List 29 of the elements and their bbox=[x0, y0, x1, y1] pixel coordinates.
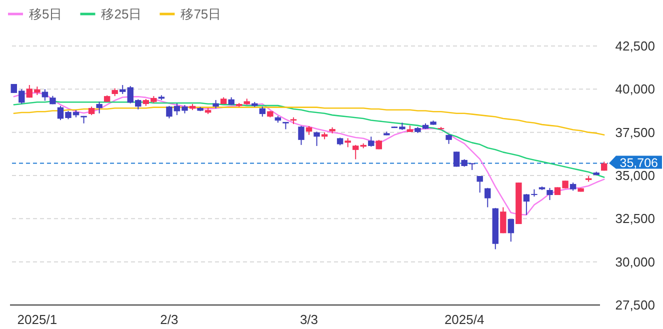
candlestick bbox=[376, 139, 382, 150]
legend-label: 移5日 bbox=[29, 6, 62, 22]
candlestick bbox=[484, 187, 491, 208]
candlestick bbox=[352, 144, 359, 160]
candlestick bbox=[500, 206, 506, 234]
candlestick bbox=[298, 125, 304, 146]
candlestick bbox=[446, 134, 452, 144]
legend-label: 移75日 bbox=[180, 6, 222, 22]
x-tick-label: 3/3 bbox=[300, 312, 318, 327]
candlestick bbox=[508, 218, 514, 242]
candlestick bbox=[546, 187, 553, 201]
y-tick-label: 42,500 bbox=[615, 38, 655, 54]
ref-line-label: 35,706 bbox=[620, 156, 658, 170]
y-tick-label: 40,000 bbox=[615, 82, 655, 97]
candlestick bbox=[314, 131, 320, 146]
y-tick-label: 27,500 bbox=[615, 298, 655, 312]
candlestick bbox=[42, 88, 48, 102]
y-tick-label: 30,000 bbox=[615, 254, 655, 270]
legend-label: 移25日 bbox=[101, 6, 142, 22]
candlestick bbox=[368, 136, 374, 148]
candlestick bbox=[96, 101, 102, 114]
y-tick-label: 37,500 bbox=[615, 124, 655, 140]
y-tick-label: 32,500 bbox=[615, 211, 655, 226]
candlestick bbox=[259, 106, 266, 118]
x-tick-label: 2025/4 bbox=[444, 312, 484, 327]
x-tick-label: 2025/1 bbox=[17, 312, 58, 327]
candlestick bbox=[476, 176, 483, 194]
y-tick-label: 35,000 bbox=[615, 168, 655, 183]
x-tick-label: 2/3 bbox=[160, 312, 178, 327]
